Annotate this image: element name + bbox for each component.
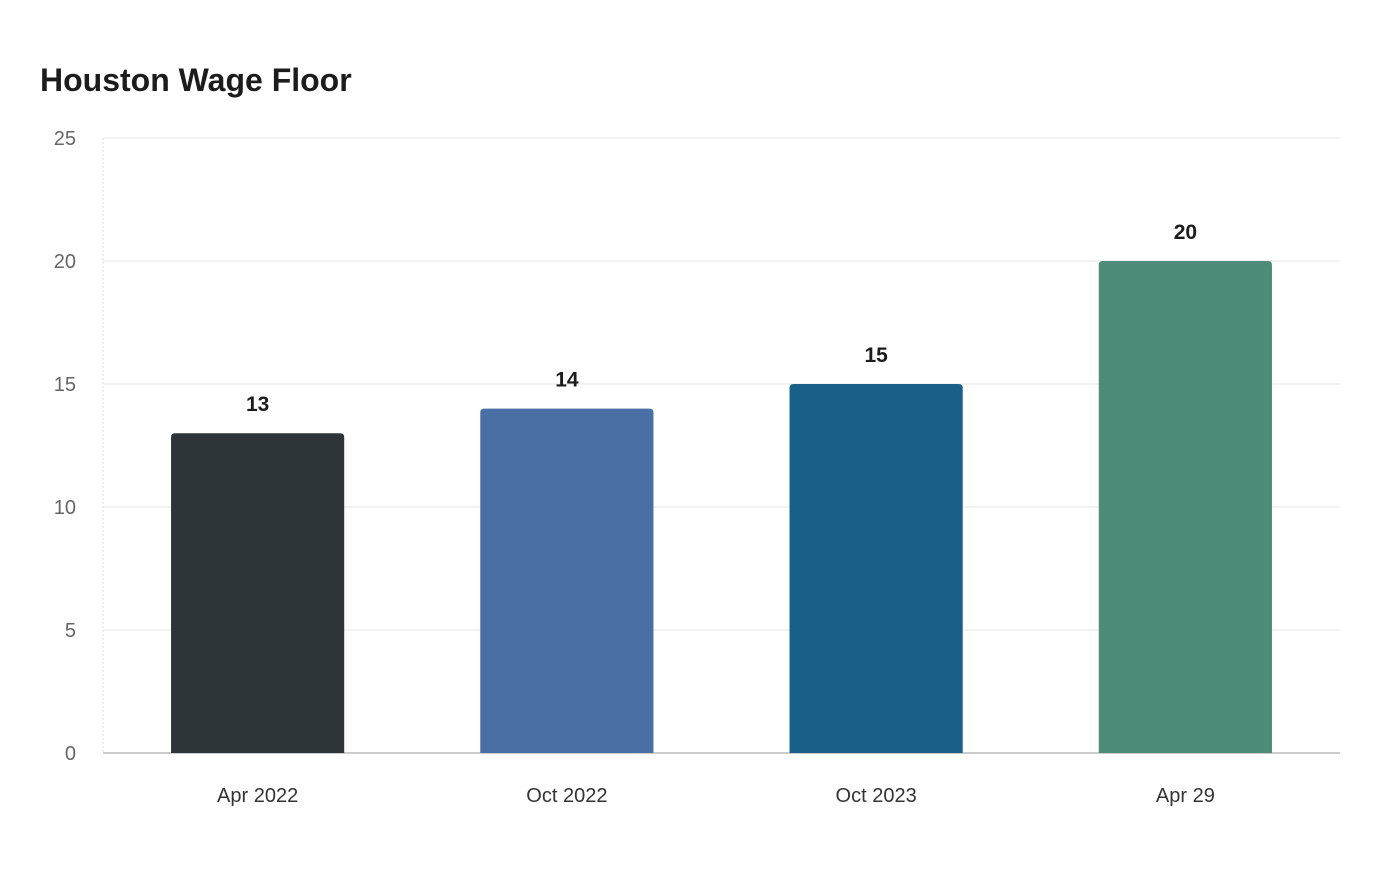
chart-title: Houston Wage Floor [40, 62, 352, 98]
y-tick-label: 15 [54, 374, 76, 396]
y-tick-label: 20 [54, 251, 76, 273]
x-tick-label: Apr 29 [1156, 785, 1215, 807]
y-tick-label: 5 [65, 620, 76, 642]
data-label: 15 [864, 344, 888, 367]
x-tick-label: Oct 2023 [836, 785, 917, 807]
x-tick-label: Oct 2022 [526, 785, 607, 807]
bars [171, 261, 1272, 753]
bar-oct-2022[interactable] [480, 408, 654, 753]
bar-apr-29[interactable] [1098, 261, 1272, 753]
y-tick-label: 10 [54, 497, 76, 519]
labels: 0 5 10 15 20 25 13 Apr 2022 14 Oct 2022 15 Oct 2023… [54, 128, 1215, 807]
x-tick-label: Apr 2022 [217, 785, 298, 807]
y-tick-label: 25 [54, 128, 76, 150]
bar-apr-2022[interactable] [171, 433, 345, 753]
y-tick-label: 0 [65, 743, 76, 765]
data-label: 20 [1174, 221, 1197, 244]
data-label: 13 [246, 393, 269, 416]
data-label: 14 [555, 369, 579, 392]
bar-oct-2023[interactable] [789, 384, 963, 753]
